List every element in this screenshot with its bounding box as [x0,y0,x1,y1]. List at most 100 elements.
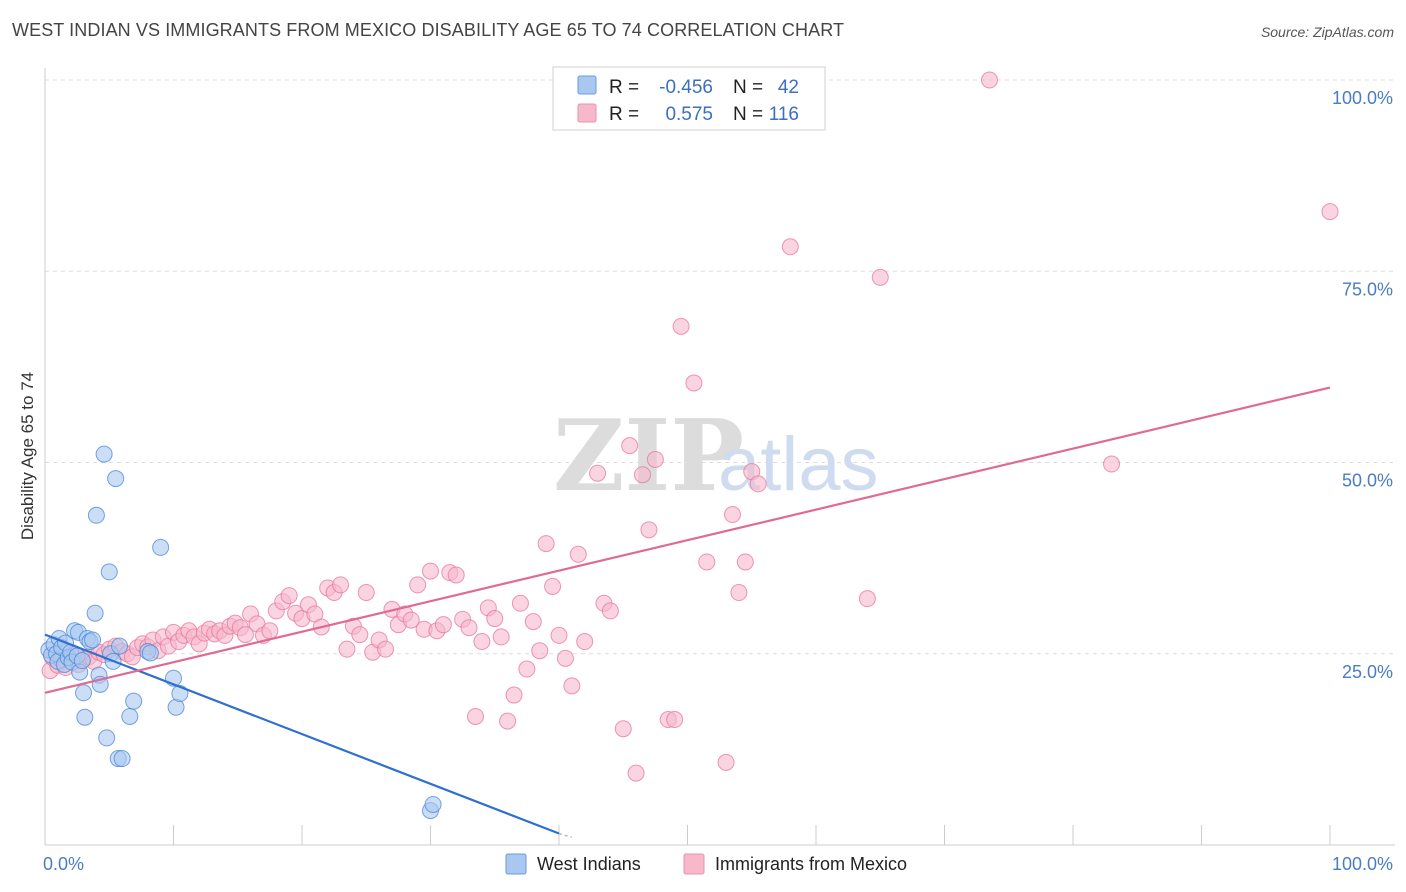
point-immigrants-from-mexico [531,642,549,660]
legend-r-label-0: R = [609,77,639,98]
trend-lines [44,386,1331,839]
point-immigrants-from-mexico [698,553,716,571]
point-immigrants-from-mexico [1103,455,1121,473]
point-immigrants-from-mexico [505,686,523,704]
legend-n-label-1: N = [733,104,763,125]
legend-n-label-0: N = [733,77,763,98]
point-immigrants-from-mexico [537,535,555,553]
point-immigrants-from-mexico [563,677,581,695]
point-immigrants-from-mexico [261,622,279,640]
point-west-indians [86,604,104,622]
point-west-indians [107,470,125,488]
point-immigrants-from-mexico [486,610,504,628]
point-immigrants-from-mexico [1321,203,1339,221]
point-immigrants-from-mexico [511,594,529,612]
point-immigrants-from-mexico [280,587,298,605]
point-west-indians [152,538,170,556]
point-immigrants-from-mexico [980,71,998,89]
point-immigrants-from-mexico [338,640,356,658]
y-tick-label: 75.0% [1342,279,1393,299]
point-west-indians [98,729,116,747]
trend-line-west-indians [44,633,560,835]
point-immigrants-from-mexico [614,720,632,738]
point-west-indians [100,563,118,581]
point-immigrants-from-mexico [589,464,607,482]
point-immigrants-from-mexico [634,466,652,484]
point-immigrants-from-mexico [473,633,491,651]
point-west-indians [75,684,93,702]
legend-n-value-0: 42 [778,77,799,98]
point-west-indians [424,795,442,813]
point-west-indians [111,637,129,655]
point-west-indians [87,506,105,524]
point-immigrants-from-mexico [601,602,619,620]
point-immigrants-from-mexico [351,626,369,644]
legend-box [552,66,826,131]
point-immigrants-from-mexico [666,711,684,729]
point-immigrants-from-mexico [499,712,517,730]
legend-n-value-1: 116 [769,104,799,125]
point-immigrants-from-mexico [332,576,350,594]
point-west-indians [113,750,131,768]
point-immigrants-from-mexico [640,521,658,539]
series-west-indians [40,445,442,820]
point-immigrants-from-mexico [646,450,664,468]
point-immigrants-from-mexico [434,616,452,634]
point-west-indians [121,707,139,725]
y-tick-label: 100.0% [1332,88,1393,108]
y-axis-label: Disability Age 65 to 74 [18,372,37,540]
point-west-indians [95,445,113,463]
point-immigrants-from-mexico [736,553,754,571]
point-immigrants-from-mexico [672,317,690,335]
point-immigrants-from-mexico [749,475,767,493]
point-west-indians [141,644,159,662]
point-immigrants-from-mexico [569,545,587,563]
y-tick-label: 25.0% [1342,662,1393,682]
watermark-atlas: atlas [718,422,879,507]
chart-title: WEST INDIAN VS IMMIGRANTS FROM MEXICO DI… [12,20,845,40]
legend-swatch-immigrants-from-mexico [577,103,597,123]
point-immigrants-from-mexico [621,437,639,455]
point-immigrants-from-mexico [409,576,427,594]
point-west-indians [84,631,102,649]
point-immigrants-from-mexico [781,238,799,256]
point-west-indians [76,708,94,726]
source-credit: Source: ZipAtlas.com [1260,24,1394,40]
y-tick-label: 50.0% [1342,471,1393,491]
series-legend: West Indians Immigrants from Mexico [505,853,907,875]
point-immigrants-from-mexico [377,640,395,658]
series-immigrants-from-mexico [41,71,1339,782]
bottom-legend-label-immigrants-from-mexico: Immigrants from Mexico [715,854,907,874]
point-west-indians [73,652,91,670]
point-immigrants-from-mexico [357,584,375,602]
grid-lines [45,79,1395,655]
point-immigrants-from-mexico [492,628,510,646]
x-tick-label: 0.0% [43,854,84,874]
bottom-legend-swatch-immigrants-from-mexico [683,853,705,875]
point-west-indians [125,692,143,710]
point-immigrants-from-mexico [550,626,568,644]
x-tick-labels: 0.0% 100.0% [43,854,1393,874]
correlation-legend: R = -0.456 N = 42 R = 0.575 N = 116 [552,66,826,131]
legend-r-value-0: -0.456 [659,77,713,98]
trend-line-extension-west-indians [558,832,573,839]
point-immigrants-from-mexico [544,577,562,595]
y-tick-labels: 25.0% 50.0% 75.0% 100.0% [1332,88,1393,682]
x-tick-label: 100.0% [1332,854,1393,874]
bottom-legend-swatch-west-indians [505,853,527,875]
legend-r-value-1: 0.575 [665,104,713,125]
point-immigrants-from-mexico [871,268,889,286]
legend-swatch-west-indians [577,75,597,95]
point-immigrants-from-mexico [402,611,420,629]
point-immigrants-from-mexico [236,626,254,644]
point-immigrants-from-mexico [524,613,542,631]
point-immigrants-from-mexico [447,566,465,584]
trend-line-immigrants-from-mexico [44,386,1331,694]
point-immigrants-from-mexico [627,764,645,782]
point-immigrants-from-mexico [460,619,478,637]
point-immigrants-from-mexico [723,506,741,524]
point-immigrants-from-mexico [576,633,594,651]
point-immigrants-from-mexico [730,584,748,602]
point-immigrants-from-mexico [556,649,574,667]
